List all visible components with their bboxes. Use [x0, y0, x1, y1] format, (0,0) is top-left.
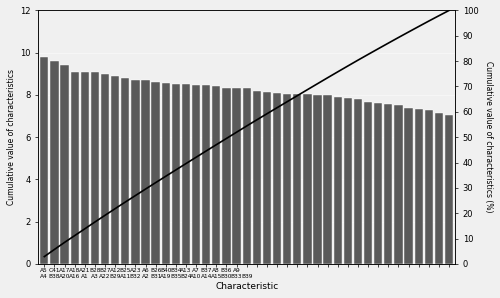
Bar — [70, 72, 79, 264]
Bar — [50, 61, 58, 264]
Bar — [384, 104, 392, 264]
Bar — [354, 99, 362, 264]
Bar — [293, 94, 302, 264]
Bar — [414, 109, 423, 264]
Bar — [303, 94, 312, 264]
Bar — [394, 105, 402, 264]
Bar — [424, 110, 433, 264]
Bar — [445, 115, 453, 264]
Bar — [344, 98, 352, 264]
Bar — [60, 65, 68, 264]
Bar — [142, 80, 150, 264]
Bar — [283, 94, 292, 264]
Bar — [435, 113, 443, 264]
Bar — [364, 102, 372, 264]
Bar — [404, 108, 412, 264]
Bar — [152, 82, 160, 264]
Bar — [101, 74, 109, 264]
Bar — [242, 88, 251, 264]
Bar — [334, 97, 342, 264]
Bar — [91, 72, 99, 264]
Y-axis label: Cumulative value of characteristics: Cumulative value of characteristics — [7, 69, 16, 205]
X-axis label: Characteristic: Characteristic — [215, 282, 278, 291]
Bar — [172, 84, 180, 264]
Bar — [374, 103, 382, 264]
Bar — [162, 83, 170, 264]
Bar — [202, 86, 210, 264]
Bar — [252, 91, 261, 264]
Bar — [232, 88, 240, 264]
Bar — [111, 76, 120, 264]
Bar — [263, 92, 271, 264]
Bar — [324, 95, 332, 264]
Bar — [222, 88, 230, 264]
Bar — [314, 95, 322, 264]
Bar — [182, 84, 190, 264]
Bar — [40, 57, 48, 264]
Bar — [131, 80, 140, 264]
Bar — [121, 78, 130, 264]
Bar — [273, 93, 281, 264]
Bar — [192, 86, 200, 264]
Bar — [80, 72, 89, 264]
Y-axis label: Cumulative value of characteristics (%): Cumulative value of characteristics (%) — [484, 61, 493, 213]
Bar — [212, 86, 220, 264]
